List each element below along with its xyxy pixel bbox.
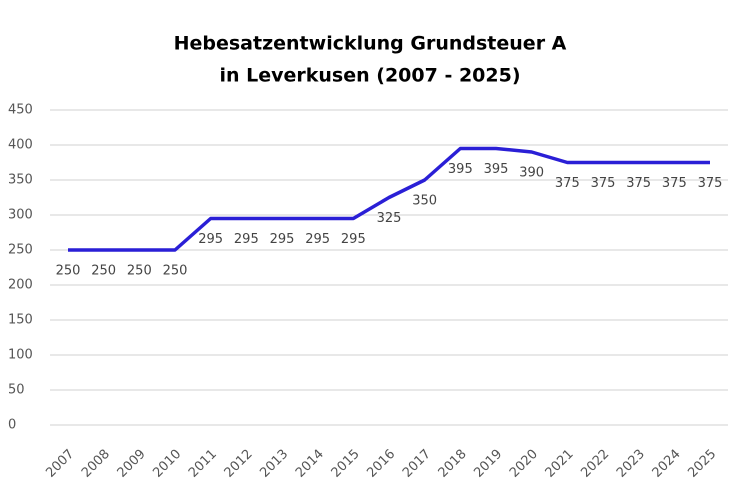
x-tick-label: 2020 — [507, 447, 541, 481]
x-tick-label: 2007 — [43, 447, 77, 481]
x-tick-label: 2008 — [79, 447, 113, 481]
chart-title: Hebesatzentwicklung Grundsteuer A — [174, 33, 567, 55]
x-tick-label: 2017 — [400, 447, 434, 481]
y-tick-label: 50 — [8, 383, 25, 398]
y-tick-label: 400 — [8, 138, 33, 153]
data-label: 295 — [270, 232, 295, 247]
chart-title: in Leverkusen (2007 - 2025) — [219, 65, 520, 87]
y-tick-label: 300 — [8, 208, 33, 223]
data-label: 375 — [591, 176, 616, 191]
data-line — [68, 146, 710, 252]
x-tick-label: 2012 — [222, 447, 256, 481]
data-label: 375 — [662, 176, 687, 191]
data-label: 375 — [698, 176, 723, 191]
y-tick-label: 200 — [8, 278, 33, 293]
data-label: 295 — [305, 232, 330, 247]
x-tick-label: 2014 — [293, 447, 327, 481]
x-tick-label: 2016 — [364, 447, 398, 481]
y-tick-label: 450 — [8, 103, 33, 118]
data-label: 390 — [519, 166, 544, 181]
data-label: 250 — [91, 264, 116, 279]
y-tick-label: 350 — [8, 173, 33, 188]
data-label: 375 — [555, 176, 580, 191]
y-tick-label: 100 — [8, 348, 33, 363]
x-tick-label: 2021 — [543, 447, 577, 481]
x-tick-label: 2015 — [329, 447, 363, 481]
data-label: 250 — [56, 264, 81, 279]
data-label: 350 — [412, 194, 437, 209]
data-label: 295 — [234, 232, 259, 247]
y-tick-label: 250 — [8, 243, 33, 258]
data-label: 295 — [198, 232, 223, 247]
data-label: 395 — [448, 162, 473, 177]
x-tick-label: 2024 — [650, 447, 684, 481]
x-tick-label: 2011 — [186, 447, 220, 481]
x-tick-label: 2018 — [436, 447, 470, 481]
y-tick-label: 0 — [8, 418, 16, 433]
x-tick-label: 2009 — [115, 447, 149, 481]
data-label: 325 — [377, 211, 402, 226]
x-tick-label: 2023 — [614, 447, 648, 481]
y-tick-label: 150 — [8, 313, 33, 328]
data-label: 250 — [163, 264, 188, 279]
x-tick-label: 2022 — [578, 447, 612, 481]
x-tick-label: 2010 — [150, 447, 184, 481]
data-label: 375 — [626, 176, 651, 191]
data-label: 250 — [127, 264, 152, 279]
data-label: 295 — [341, 232, 366, 247]
x-tick-label: 2025 — [685, 447, 719, 481]
x-tick-label: 2013 — [257, 447, 291, 481]
data-label: 395 — [484, 162, 509, 177]
x-tick-label: 2019 — [471, 447, 505, 481]
